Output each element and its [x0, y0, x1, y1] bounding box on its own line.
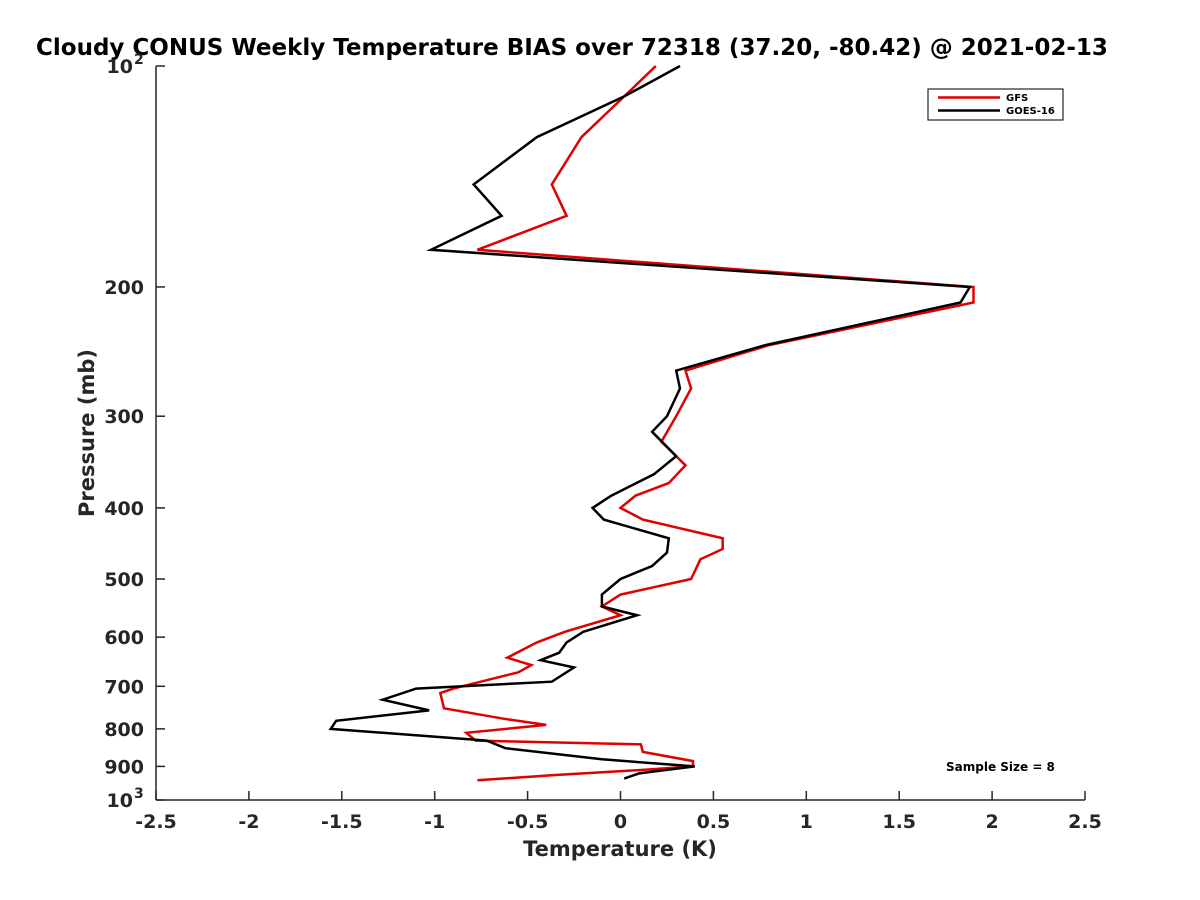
legend-box	[927, 88, 1064, 121]
x-tick-label: -2	[238, 811, 259, 833]
x-tick-label: -1	[424, 811, 445, 833]
y-tick-exponent: 3	[134, 786, 144, 802]
chart-title: Cloudy CONUS Weekly Temperature BIAS ove…	[36, 35, 1108, 61]
x-tick-label: 0	[614, 811, 627, 833]
x-tick-label: 2	[985, 811, 998, 833]
legend: GFS GOES-16	[927, 88, 1064, 121]
y-tick-label: 800	[104, 719, 144, 741]
y-tick-label: 300	[104, 406, 144, 428]
y-tick-label: 10	[107, 56, 133, 78]
y-axis-label: Pressure (mb)	[75, 349, 99, 517]
axes	[155, 66, 1085, 801]
y-tick-label: 900	[104, 756, 144, 778]
x-ticks: -2.5 -2 -1.5 -1 -0.5 0 0.5 1 1.5 2 2.5	[135, 791, 1102, 833]
series-line-gfs	[438, 65, 975, 782]
x-tick-label: -0.5	[507, 811, 549, 833]
y-tick-label: 10	[107, 790, 133, 812]
y-tick-label: 200	[104, 277, 144, 299]
series-lines	[328, 64, 975, 782]
y-tick-label: 500	[104, 569, 144, 591]
x-tick-label: 1	[800, 811, 813, 833]
x-tick-label: 0.5	[697, 811, 731, 833]
x-axis-label: Temperature (K)	[523, 837, 717, 861]
x-tick-label: -2.5	[135, 811, 177, 833]
y-tick-label: 400	[104, 498, 144, 520]
x-tick-label: -1.5	[321, 811, 363, 833]
x-tick-label: 2.5	[1068, 811, 1102, 833]
series-line-goes16	[328, 64, 972, 780]
y-tick-label: 600	[104, 627, 144, 649]
y-tick-label: 700	[104, 676, 144, 698]
x-tick-label: 1.5	[882, 811, 916, 833]
legend-label-goes16: GOES-16	[1006, 106, 1055, 117]
sample-size-annotation: Sample Size = 8	[946, 760, 1055, 774]
y-tick-exponent: 2	[134, 52, 144, 68]
legend-label-gfs: GFS	[1006, 93, 1028, 104]
